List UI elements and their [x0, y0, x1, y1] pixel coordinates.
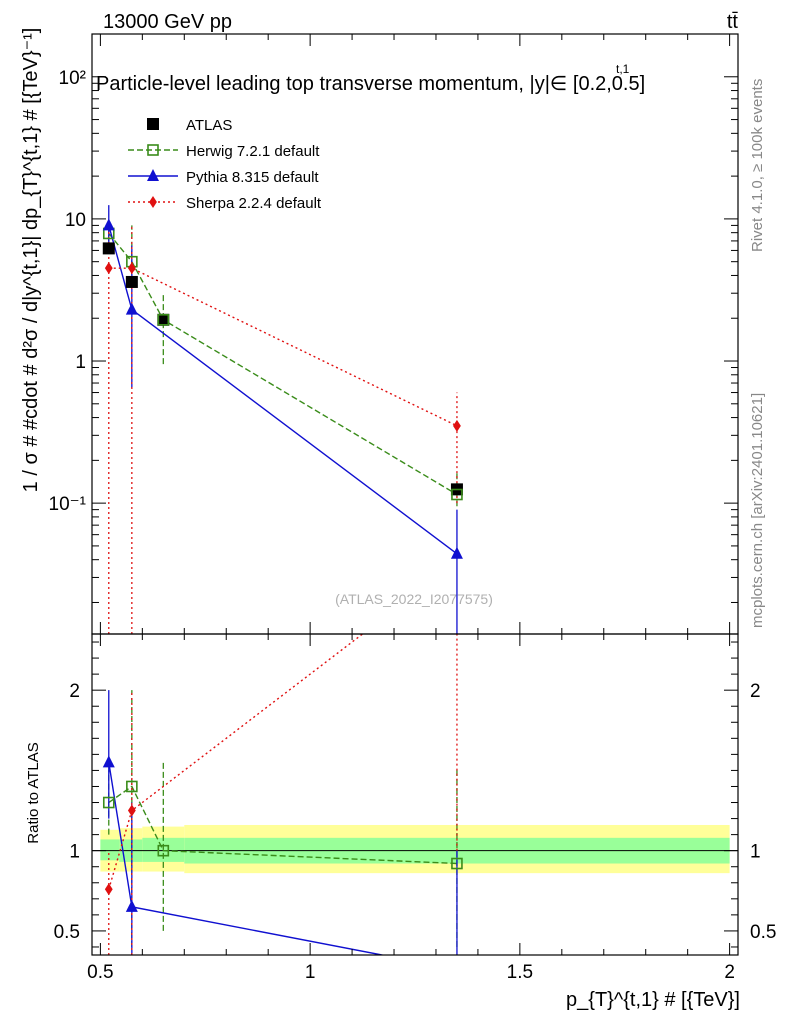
legend-marker-pythia [147, 169, 159, 181]
ratio-line-herwig [108, 785, 457, 865]
y-axis-title-main: 1 / σ # #cdot # d²σ / d|y^{t,1}| dp_{T}^… [20, 28, 42, 493]
legend-symbol-pythia [128, 169, 178, 181]
ratio-point-sherpa-1 [127, 804, 136, 817]
x-tick-label-0: 0.5 [87, 962, 113, 983]
legend-entry-herwig: Herwig 7.2.1 default [128, 143, 320, 160]
legend-label-pythia: Pythia 8.315 default [186, 169, 319, 186]
legend-entry-sherpa: Sherpa 2.2.4 default [128, 195, 322, 212]
legend-marker-sherpa [149, 196, 157, 208]
mcplots-label: mcplots.cern.ch [arXiv:2401.10621] [749, 393, 766, 628]
legend-symbol-herwig [128, 144, 178, 156]
y-tick-label-main-1: 1 [75, 352, 86, 373]
legend-label-herwig: Herwig 7.2.1 default [186, 143, 320, 160]
x-tick-label-3: 2 [724, 962, 735, 983]
rivet-label: Rivet 4.1.0, ≥ 100k events [749, 79, 766, 252]
x-tick-label-2: 1.5 [507, 962, 533, 983]
legend-label-atlas: ATLAS [186, 117, 232, 134]
x-tick-label-1: 1 [305, 962, 316, 983]
legend-marker-herwig [147, 144, 159, 156]
main-point-pythia-2 [450, 546, 463, 559]
ratio-point-herwig-1 [126, 780, 138, 793]
main-line-sherpa [108, 267, 458, 427]
series-markers [102, 218, 463, 912]
y-tick-label-main-3: 10² [59, 68, 86, 89]
y-tick-label-ratio-1: 1 [69, 842, 80, 863]
ratio-band-inner-0 [100, 839, 120, 861]
main-line-pythia [108, 225, 458, 555]
ratio-frame [91, 633, 739, 956]
y-tick-label-ratio-right-0: 0.5 [750, 922, 776, 943]
main-point-herwig-2 [157, 313, 170, 326]
process-label: tt̄ [727, 11, 739, 33]
ratio-point-pythia-1 [125, 899, 138, 912]
y-tick-label-main-2: 10 [65, 210, 86, 231]
main-point-pythia-1 [125, 302, 138, 315]
ratio-markers-herwig [102, 780, 463, 870]
y-axis-title-ratio: Ratio to ATLAS [25, 742, 42, 843]
legend-entry-pythia: Pythia 8.315 default [128, 169, 319, 186]
axes: 0.5 1 1.5 2 10⁻¹ 1 10 10² 0.5 0.5 1 1 2 2 [49, 33, 776, 983]
legend: ATLAS Herwig 7.2.1 default Pythia 8.315 … [128, 117, 322, 212]
plot-title-superscript: t,1 [616, 62, 630, 76]
main-point-atlas-2 [157, 313, 170, 326]
y-tick-label-main-0: 10⁻¹ [49, 494, 87, 515]
main-point-atlas-0 [102, 242, 115, 255]
y-tick-label-ratio-2: 2 [69, 681, 80, 702]
legend-marker-atlas [147, 118, 159, 130]
ratio-point-pythia-0 [102, 755, 115, 768]
y-tick-label-ratio-right-1: 1 [750, 842, 761, 863]
main-point-herwig-3 [451, 488, 463, 501]
plot-title: Particle-level leading top transverse mo… [96, 73, 645, 95]
ratio-point-herwig-0 [102, 796, 115, 809]
main-line-herwig [108, 233, 458, 496]
legend-label-sherpa: Sherpa 2.2.4 default [186, 195, 322, 212]
main-point-sherpa-1 [127, 262, 136, 275]
ratio-point-sherpa-0 [104, 883, 113, 896]
y-tick-label-ratio-right-2: 2 [750, 681, 761, 702]
ratio-lines [108, 634, 458, 955]
legend-symbol-atlas [147, 118, 159, 130]
main-lines [108, 205, 458, 634]
x-axis-title: p_{T}^{t,1} # [{TeV}] [566, 989, 740, 1011]
legend-symbol-sherpa [128, 196, 178, 208]
main-point-pythia-0 [102, 218, 115, 231]
ratio-point-herwig-2 [157, 844, 170, 857]
ratio-markers-sherpa [104, 804, 136, 896]
legend-entry-atlas: ATLAS [147, 117, 232, 134]
ratio-markers-pythia [102, 755, 138, 912]
main-point-sherpa-0 [104, 262, 113, 275]
main-point-atlas-1 [125, 275, 138, 288]
energy-label: 13000 GeV pp [103, 11, 232, 33]
main-point-sherpa-2 [453, 419, 461, 432]
y-tick-label-ratio-0: 0.5 [54, 922, 80, 943]
ratio-bands [92, 824, 738, 874]
ratio-point-herwig-3 [451, 857, 463, 870]
analysis-watermark: (ATLAS_2022_I2077575) [335, 591, 493, 607]
